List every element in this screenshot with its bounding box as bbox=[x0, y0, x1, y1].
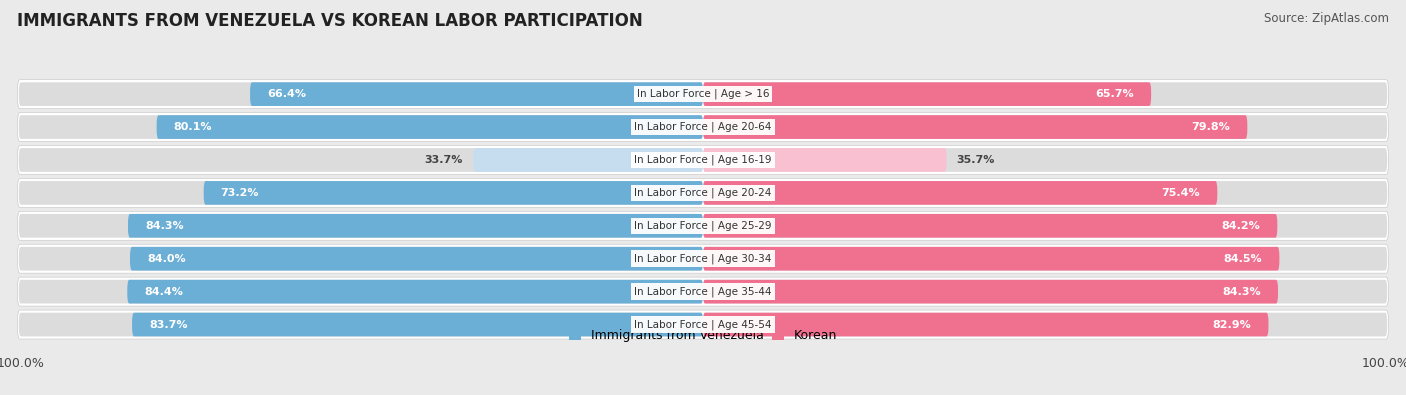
FancyBboxPatch shape bbox=[703, 280, 1388, 303]
FancyBboxPatch shape bbox=[18, 82, 703, 106]
FancyBboxPatch shape bbox=[703, 115, 1388, 139]
Text: 79.8%: 79.8% bbox=[1191, 122, 1230, 132]
Text: 80.1%: 80.1% bbox=[174, 122, 212, 132]
FancyBboxPatch shape bbox=[703, 82, 1152, 106]
FancyBboxPatch shape bbox=[18, 247, 703, 271]
FancyBboxPatch shape bbox=[17, 80, 1389, 109]
FancyBboxPatch shape bbox=[703, 181, 1218, 205]
FancyBboxPatch shape bbox=[17, 277, 1389, 306]
FancyBboxPatch shape bbox=[703, 115, 1247, 139]
FancyBboxPatch shape bbox=[703, 280, 1278, 303]
FancyBboxPatch shape bbox=[156, 115, 703, 139]
FancyBboxPatch shape bbox=[128, 214, 703, 238]
FancyBboxPatch shape bbox=[703, 247, 1279, 271]
FancyBboxPatch shape bbox=[703, 214, 1277, 238]
Text: 35.7%: 35.7% bbox=[956, 155, 995, 165]
Legend: Immigrants from Venezuela, Korean: Immigrants from Venezuela, Korean bbox=[564, 324, 842, 347]
Text: 73.2%: 73.2% bbox=[221, 188, 259, 198]
FancyBboxPatch shape bbox=[18, 313, 703, 337]
FancyBboxPatch shape bbox=[703, 247, 1388, 271]
FancyBboxPatch shape bbox=[204, 181, 703, 205]
FancyBboxPatch shape bbox=[18, 214, 703, 238]
Text: 84.3%: 84.3% bbox=[145, 221, 184, 231]
Text: In Labor Force | Age 20-64: In Labor Force | Age 20-64 bbox=[634, 122, 772, 132]
Text: 84.0%: 84.0% bbox=[148, 254, 186, 264]
Text: In Labor Force | Age 25-29: In Labor Force | Age 25-29 bbox=[634, 220, 772, 231]
Text: IMMIGRANTS FROM VENEZUELA VS KOREAN LABOR PARTICIPATION: IMMIGRANTS FROM VENEZUELA VS KOREAN LABO… bbox=[17, 12, 643, 30]
Text: 84.3%: 84.3% bbox=[1222, 287, 1261, 297]
Text: In Labor Force | Age 30-34: In Labor Force | Age 30-34 bbox=[634, 254, 772, 264]
FancyBboxPatch shape bbox=[17, 113, 1389, 141]
FancyBboxPatch shape bbox=[17, 179, 1389, 207]
Text: 84.5%: 84.5% bbox=[1223, 254, 1263, 264]
FancyBboxPatch shape bbox=[703, 313, 1388, 337]
Text: 33.7%: 33.7% bbox=[425, 155, 463, 165]
FancyBboxPatch shape bbox=[128, 280, 703, 303]
FancyBboxPatch shape bbox=[132, 313, 703, 337]
Text: 65.7%: 65.7% bbox=[1095, 89, 1135, 99]
Text: 75.4%: 75.4% bbox=[1161, 188, 1201, 198]
FancyBboxPatch shape bbox=[703, 214, 1388, 238]
FancyBboxPatch shape bbox=[18, 148, 703, 172]
FancyBboxPatch shape bbox=[250, 82, 703, 106]
FancyBboxPatch shape bbox=[129, 247, 703, 271]
FancyBboxPatch shape bbox=[18, 280, 703, 303]
Text: In Labor Force | Age 16-19: In Labor Force | Age 16-19 bbox=[634, 155, 772, 165]
FancyBboxPatch shape bbox=[703, 148, 1388, 172]
Text: Source: ZipAtlas.com: Source: ZipAtlas.com bbox=[1264, 12, 1389, 25]
Text: In Labor Force | Age 20-24: In Labor Force | Age 20-24 bbox=[634, 188, 772, 198]
FancyBboxPatch shape bbox=[18, 181, 703, 205]
FancyBboxPatch shape bbox=[703, 181, 1388, 205]
Text: 84.4%: 84.4% bbox=[145, 287, 183, 297]
FancyBboxPatch shape bbox=[703, 148, 946, 172]
FancyBboxPatch shape bbox=[703, 313, 1268, 337]
Text: 84.2%: 84.2% bbox=[1222, 221, 1260, 231]
Text: In Labor Force | Age 45-54: In Labor Force | Age 45-54 bbox=[634, 319, 772, 330]
FancyBboxPatch shape bbox=[17, 244, 1389, 273]
Text: 83.7%: 83.7% bbox=[149, 320, 187, 329]
FancyBboxPatch shape bbox=[474, 148, 703, 172]
FancyBboxPatch shape bbox=[17, 211, 1389, 240]
Text: In Labor Force | Age 35-44: In Labor Force | Age 35-44 bbox=[634, 286, 772, 297]
FancyBboxPatch shape bbox=[17, 310, 1389, 339]
Text: 82.9%: 82.9% bbox=[1212, 320, 1251, 329]
Text: 66.4%: 66.4% bbox=[267, 89, 307, 99]
Text: In Labor Force | Age > 16: In Labor Force | Age > 16 bbox=[637, 89, 769, 100]
FancyBboxPatch shape bbox=[18, 115, 703, 139]
FancyBboxPatch shape bbox=[703, 82, 1388, 106]
FancyBboxPatch shape bbox=[17, 145, 1389, 175]
